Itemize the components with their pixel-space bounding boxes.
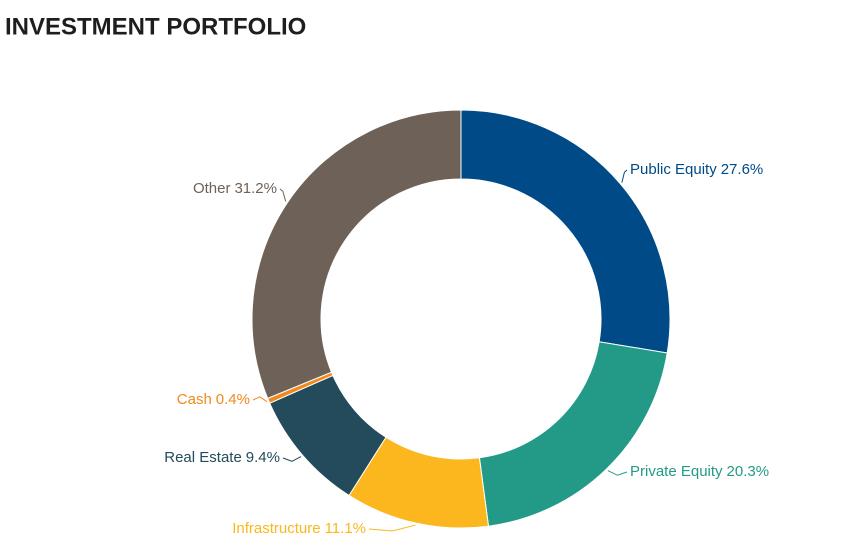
category-label: Real Estate <box>164 449 242 466</box>
chart-title: INVESTMENT PORTFOLIO <box>5 13 306 40</box>
data-label: Infrastructure 11.1% <box>232 520 366 537</box>
category-label: Private Equity <box>630 463 723 480</box>
leader-line <box>282 456 302 462</box>
category-label: Cash <box>177 391 212 408</box>
category-label: Infrastructure <box>232 520 320 537</box>
leader-line <box>607 470 628 476</box>
leader-line <box>252 396 268 402</box>
leader-line <box>368 524 416 532</box>
data-label: Cash 0.4% <box>177 391 250 408</box>
donut-slice <box>251 109 462 400</box>
data-label: Other 31.2% <box>193 180 277 197</box>
value-label: 20.3% <box>727 463 770 480</box>
value-label: 0.4% <box>216 391 250 408</box>
data-label: Public Equity 27.6% <box>630 161 763 178</box>
value-label: 27.6% <box>721 161 764 178</box>
value-label: 31.2% <box>234 180 277 197</box>
value-label: 9.4% <box>246 449 280 466</box>
donut-slice <box>478 341 668 527</box>
data-label: Private Equity 20.3% <box>630 463 769 480</box>
value-label: 11.1% <box>325 520 366 537</box>
leader-line <box>279 188 287 202</box>
data-label: Real Estate 9.4% <box>164 449 280 466</box>
leader-line <box>621 169 628 183</box>
category-label: Other <box>193 180 231 197</box>
donut-slice <box>460 109 671 354</box>
category-label: Public Equity <box>630 161 717 178</box>
